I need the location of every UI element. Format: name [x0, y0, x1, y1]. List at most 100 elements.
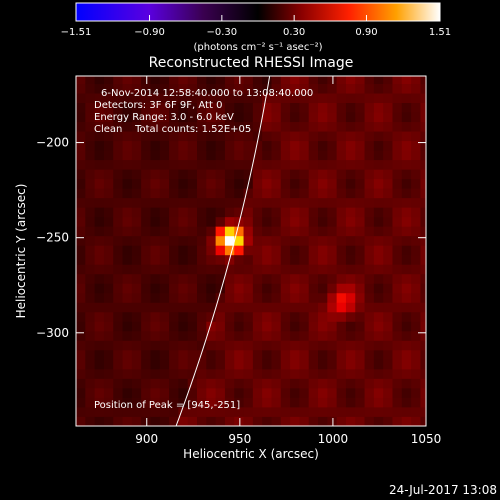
heatmap-cell [318, 245, 328, 256]
heatmap-cell [150, 349, 161, 360]
heatmap-cell [187, 340, 198, 351]
heatmap-cell [271, 102, 282, 113]
heatmap-cell [76, 83, 86, 94]
heatmap-cell [197, 131, 207, 142]
heatmap-cell [383, 226, 393, 237]
heatmap-cell [113, 140, 123, 151]
heatmap-cell [113, 321, 123, 332]
heatmap-cell [262, 264, 272, 275]
heatmap-cell [234, 321, 244, 332]
heatmap-cell [234, 302, 244, 313]
heatmap-cell [373, 216, 384, 227]
heatmap-cell [318, 83, 328, 94]
heatmap-cell [252, 368, 263, 379]
heatmap-cell [187, 378, 198, 389]
heatmap-cell [299, 216, 310, 227]
heatmap-cell [383, 378, 393, 389]
heatmap-cell [178, 378, 189, 389]
heatmap-cell [178, 397, 189, 408]
heatmap-cell [308, 264, 319, 275]
heatmap-cell [187, 178, 198, 189]
heatmap-cell [327, 264, 338, 275]
heatmap-cell [262, 302, 272, 313]
heatmap-cell [345, 254, 356, 265]
heatmap-cell [103, 292, 114, 303]
heatmap-cell [308, 302, 319, 313]
heatmap-cell [113, 245, 123, 256]
heatmap-cell [113, 76, 123, 85]
heatmap-cell [327, 83, 338, 94]
heatmap-cell [271, 188, 282, 199]
heatmap-cell [383, 178, 393, 189]
heatmap-cell [122, 102, 133, 113]
heatmap-cell [290, 387, 300, 398]
heatmap-cell [187, 283, 198, 294]
heatmap-cell [85, 302, 96, 313]
heatmap-cell [215, 283, 226, 294]
heatmap-cell [224, 378, 235, 389]
heatmap-cell [271, 159, 282, 170]
heatmap-cell [392, 330, 403, 341]
heatmap-cell [122, 378, 133, 389]
heatmap-cell [336, 406, 347, 417]
heatmap-cell [392, 188, 403, 199]
heatmap-cell [373, 83, 384, 94]
heatmap-cell [103, 368, 114, 379]
heatmap-cell [103, 245, 114, 256]
heatmap-cell [224, 197, 235, 208]
heatmap-cell [252, 83, 263, 94]
heatmap-cell [141, 76, 151, 85]
annotation-time-range: 6-Nov-2014 12:58:40.000 to 13:08:40.000 [101, 88, 313, 99]
heatmap-cell [122, 197, 133, 208]
heatmap-cell [141, 216, 151, 227]
colorbar-ticks: −1.51 −0.90 −0.30 0.30 0.90 1.51 [61, 15, 451, 38]
heatmap-cell [76, 340, 86, 351]
heatmap-cell [308, 226, 319, 237]
heatmap-cell [262, 169, 272, 180]
heatmap-cell [187, 387, 198, 398]
heatmap-cell [94, 121, 105, 132]
heatmap-cell [383, 387, 393, 398]
heatmap-cell [76, 140, 86, 151]
heatmap-cell [308, 76, 319, 85]
heatmap-cell [197, 311, 207, 322]
heatmap-cell [401, 226, 412, 237]
heatmap-cell [206, 397, 217, 408]
heatmap-cell [401, 387, 412, 398]
heatmap-cell [373, 254, 384, 265]
heatmap-cell [224, 349, 235, 360]
heatmap-cell [169, 264, 179, 275]
heatmap-cell [122, 311, 133, 322]
heatmap-cell [94, 140, 105, 151]
heatmap-cell [122, 416, 133, 426]
heatmap-cell [252, 330, 263, 341]
heatmap-cell [318, 368, 328, 379]
heatmap-cell [103, 254, 114, 265]
heatmap-cell [299, 254, 310, 265]
heatmap-cell [243, 311, 254, 322]
heatmap-cell [336, 112, 347, 123]
heatmap-cell [206, 150, 217, 161]
heatmap-cell [383, 321, 393, 332]
heatmap-cell [252, 321, 263, 332]
heatmap-cell [290, 178, 300, 189]
heatmap-cell [234, 93, 244, 104]
heatmap-cell [141, 188, 151, 199]
heatmap-cell [401, 112, 412, 123]
heatmap-cell [215, 216, 226, 227]
heatmap-cell [308, 387, 319, 398]
heatmap-cell [131, 188, 142, 199]
heatmap-cell [373, 245, 384, 256]
heatmap-cell [327, 93, 338, 104]
heatmap-cell [141, 102, 151, 113]
heatmap-cell [252, 340, 263, 351]
heatmap-cell [373, 121, 384, 132]
heatmap-cell [420, 406, 426, 417]
heatmap-cell [76, 112, 86, 123]
heatmap-cell [224, 93, 235, 104]
heatmap-cell [215, 359, 226, 370]
heatmap-cell [290, 311, 300, 322]
heatmap-cell [252, 349, 263, 360]
heatmap-cell [159, 140, 170, 151]
heatmap-cell [224, 235, 235, 246]
